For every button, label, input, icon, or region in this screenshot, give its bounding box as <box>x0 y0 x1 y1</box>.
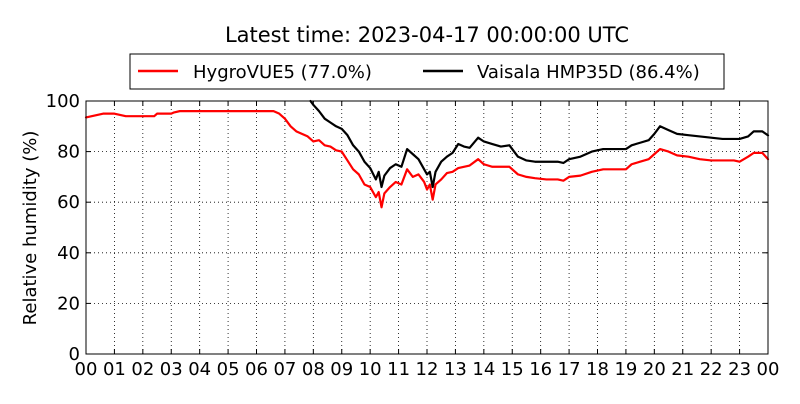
series-lines <box>84 99 770 209</box>
axis-ticks: 00 01 02 03 04 05 06 07 08 09 10 11 12 13 14 15 16 17 18 19… <box>46 91 780 380</box>
x-tick-label: 15 <box>501 359 524 380</box>
x-tick-label: 07 <box>273 359 296 380</box>
plot-frame <box>85 100 769 355</box>
x-tick-label: 04 <box>188 359 211 380</box>
x-tick-label: 14 <box>472 359 495 380</box>
x-tick-label: 22 <box>700 359 723 380</box>
x-tick-label: 02 <box>131 359 154 380</box>
x-tick-label: 23 <box>728 359 751 380</box>
x-tick-label: 01 <box>103 359 126 380</box>
series-line-vaisala <box>309 99 770 189</box>
x-tick-label: 05 <box>217 359 240 380</box>
chart-title: Latest time: 2023-04-17 00:00:00 UTC <box>225 23 629 47</box>
legend: HygroVUE5 (77.0%) Vaisala HMP35D (86.4%) <box>129 53 725 90</box>
grid-lines <box>86 101 768 354</box>
x-tick-label: 19 <box>614 359 637 380</box>
x-tick-label: 17 <box>558 359 581 380</box>
x-tick-label: 11 <box>387 359 410 380</box>
x-tick-label: 21 <box>671 359 694 380</box>
y-tick-label: 80 <box>57 142 80 163</box>
y-axis-label: Relative humidity (%) <box>20 131 41 326</box>
x-tick-label: 09 <box>330 359 353 380</box>
y-tick-label: 20 <box>57 293 80 314</box>
legend-label-hygrovue5: HygroVUE5 (77.0%) <box>193 62 372 83</box>
y-tick-label: 40 <box>57 243 80 264</box>
legend-label-vaisala: Vaisala HMP35D (86.4%) <box>477 62 700 83</box>
series-line-hygrovue5 <box>84 110 770 209</box>
y-tick-label: 60 <box>57 192 80 213</box>
x-tick-label: 00 <box>757 359 780 380</box>
x-tick-label: 03 <box>160 359 183 380</box>
y-tick-label: 100 <box>46 91 80 112</box>
x-tick-label: 16 <box>529 359 552 380</box>
y-tick-label: 0 <box>69 344 80 365</box>
x-tick-label: 13 <box>444 359 467 380</box>
x-tick-label: 00 <box>75 359 98 380</box>
x-tick-label: 06 <box>245 359 268 380</box>
x-tick-label: 20 <box>643 359 666 380</box>
x-tick-label: 10 <box>359 359 382 380</box>
x-tick-label: 18 <box>586 359 609 380</box>
x-tick-label: 08 <box>302 359 325 380</box>
x-tick-label: 12 <box>416 359 439 380</box>
